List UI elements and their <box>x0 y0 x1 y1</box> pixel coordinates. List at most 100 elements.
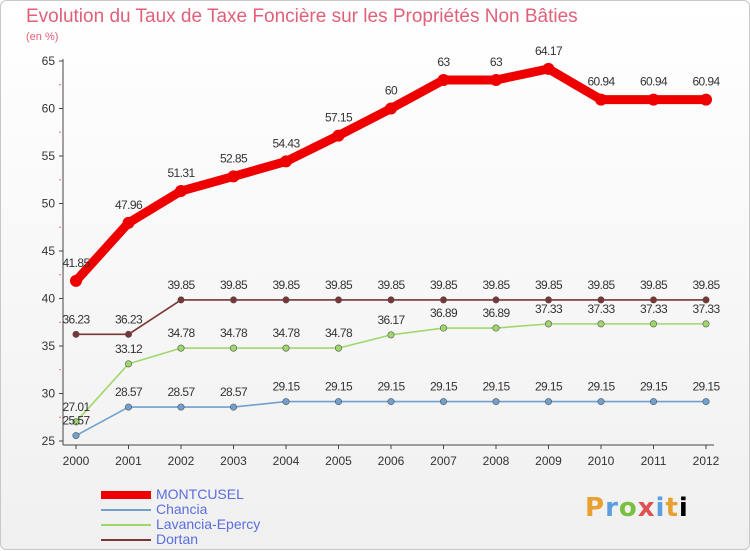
legend-label: MONTCUSEL <box>156 486 244 502</box>
data-point <box>439 398 447 406</box>
data-label: 37.33 <box>535 302 563 316</box>
data-point <box>490 74 502 86</box>
data-point <box>542 62 555 75</box>
x-tick-label: 2003 <box>220 454 247 468</box>
data-point <box>334 398 342 406</box>
data-label: 39.85 <box>535 278 563 292</box>
data-point <box>125 330 133 338</box>
data-point <box>282 296 290 304</box>
data-label: 25.57 <box>62 414 90 428</box>
legend-item-lavancia-epercy: Lavancia-Epercy <box>101 517 260 532</box>
logo-letter: i <box>655 493 666 523</box>
y-tick-label: 25 <box>42 434 56 448</box>
data-label: 34.78 <box>272 326 300 340</box>
data-label: 63 <box>437 55 450 69</box>
legend-label: Chancia <box>156 501 208 517</box>
data-label: 29.15 <box>692 380 720 394</box>
data-point <box>125 360 133 368</box>
legend-swatch-dortan <box>101 538 151 541</box>
data-label: 57.15 <box>325 111 353 125</box>
data-label: 60.94 <box>692 75 720 89</box>
y-axis-unit: (en %) <box>26 31 59 43</box>
y-tick-label: 60 <box>42 102 56 116</box>
data-label: 36.89 <box>482 306 510 320</box>
data-label: 39.85 <box>167 278 195 292</box>
data-point <box>597 320 605 328</box>
y-tick-label: 55 <box>42 149 56 163</box>
legend-swatch-lavancia-epercy <box>101 523 151 526</box>
data-label: 39.85 <box>587 278 615 292</box>
proxiti-logo: Proxiti <box>585 493 689 523</box>
data-point <box>70 274 82 287</box>
data-label: 37.33 <box>640 302 668 316</box>
data-label: 27.01 <box>62 400 90 414</box>
data-point <box>175 185 187 198</box>
data-label: 63 <box>490 55 503 69</box>
logo-letter: P <box>585 493 606 523</box>
data-label: 33.12 <box>115 342 143 356</box>
series-line-chancia <box>75 400 707 437</box>
logo-letter: x <box>637 493 656 523</box>
data-label: 29.15 <box>430 380 458 394</box>
data-point <box>230 296 238 304</box>
legend-swatch-chancia <box>101 508 151 511</box>
y-tick-label: 30 <box>42 387 56 401</box>
data-point <box>177 403 185 411</box>
data-label: 51.31 <box>167 166 195 180</box>
data-point <box>125 403 133 411</box>
legend-item-montcusel: MONTCUSEL <box>101 487 260 502</box>
legend-swatch-montcusel <box>101 490 151 499</box>
data-label: 39.85 <box>430 278 458 292</box>
data-point <box>544 398 552 406</box>
data-label: 41.85 <box>62 256 90 270</box>
data-point <box>230 403 238 411</box>
data-point <box>595 93 607 106</box>
data-label: 28.57 <box>220 385 248 399</box>
data-label: 39.85 <box>325 278 353 292</box>
data-label: 39.85 <box>377 278 405 292</box>
chart-legend: MONTCUSEL Chancia Lavancia-Epercy Dortan <box>101 487 260 547</box>
data-point <box>282 344 290 352</box>
data-label: 39.85 <box>692 278 720 292</box>
data-label: 34.78 <box>325 326 353 340</box>
data-point <box>332 129 345 142</box>
data-point <box>492 398 500 406</box>
y-tick-label: 35 <box>42 339 56 353</box>
data-label: 39.85 <box>482 278 510 292</box>
data-point <box>437 74 450 86</box>
data-label: 60 <box>385 84 398 98</box>
data-point <box>544 296 552 304</box>
x-tick-label: 2002 <box>168 454 195 468</box>
data-point <box>282 398 290 406</box>
data-point <box>439 324 447 332</box>
data-point <box>702 296 710 304</box>
data-point <box>230 344 238 352</box>
data-point <box>334 296 342 304</box>
data-label: 29.15 <box>535 380 563 394</box>
x-tick-label: 2011 <box>641 454 667 468</box>
data-label: 36.17 <box>377 313 405 327</box>
data-point <box>72 330 80 338</box>
data-point <box>649 296 657 304</box>
data-label: 28.57 <box>115 385 143 399</box>
data-point <box>122 216 135 229</box>
data-label: 39.85 <box>640 278 668 292</box>
x-tick-label: 2009 <box>535 454 562 468</box>
legend-item-dortan: Dortan <box>101 532 260 547</box>
data-point <box>385 102 397 115</box>
data-point <box>492 324 500 332</box>
data-point <box>280 155 292 168</box>
x-tick-label: 2010 <box>588 454 615 468</box>
data-point <box>72 432 80 440</box>
data-point <box>387 296 395 304</box>
data-label: 37.33 <box>587 302 615 316</box>
data-label: 29.15 <box>325 380 353 394</box>
data-point <box>700 93 712 106</box>
data-point <box>597 296 605 304</box>
data-point <box>227 170 240 183</box>
data-label: 36.23 <box>115 312 143 326</box>
data-point <box>649 320 657 328</box>
data-label: 34.78 <box>167 326 195 340</box>
